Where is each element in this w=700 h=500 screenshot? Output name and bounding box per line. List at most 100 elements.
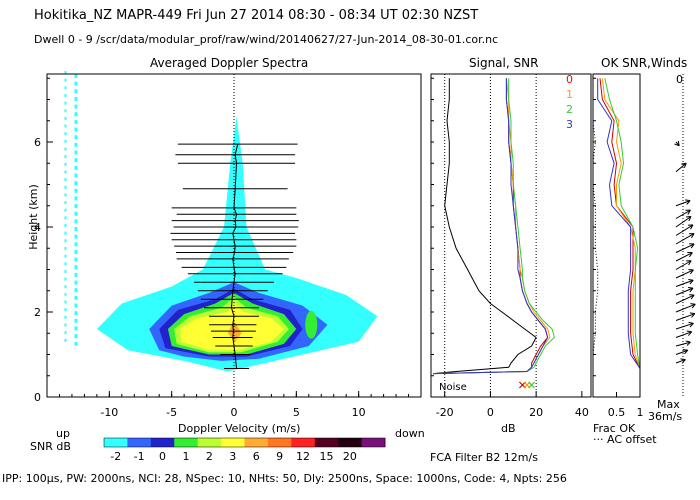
- legend-label-1: 1: [566, 88, 573, 101]
- legend-label-0: 0: [566, 73, 573, 86]
- wind-arrowhead: [687, 331, 693, 336]
- spectra-contour-0: [96, 116, 378, 372]
- wind-arrow: [675, 349, 688, 355]
- label-up: up: [56, 427, 70, 440]
- noise-strip-a: [74, 96, 78, 101]
- wind-arrowhead: [687, 287, 694, 289]
- page-title: Hokitika_NZ MAPR-449 Fri Jun 27 2014 08:…: [34, 8, 479, 23]
- noise-strip-b: [64, 162, 67, 166]
- ac-offset-label: ··· AC offset: [593, 433, 657, 446]
- wind-arrowhead: [686, 330, 692, 333]
- x-tick-label: 5: [293, 406, 300, 419]
- noise-strip-b: [64, 338, 67, 342]
- wind-scale-value: 36m/s: [648, 410, 683, 423]
- noise-strip-b: [64, 139, 67, 143]
- noise-strip-a: [74, 334, 78, 339]
- colorbar-tick-label: 2: [206, 450, 213, 463]
- wind-arrowhead: [688, 321, 694, 324]
- colorbar-label: SNR dB: [30, 440, 71, 453]
- signal-series-3: [433, 78, 549, 375]
- wind-arrowhead: [690, 303, 696, 305]
- colorbar-swatch: [314, 438, 339, 447]
- spectra-xlabel: Doppler Velocity (m/s): [178, 422, 301, 435]
- noise-strip-b: [64, 308, 67, 312]
- wind-arrow: [675, 243, 695, 253]
- ac-offset-line: [592, 78, 599, 369]
- noise-strip-a: [74, 341, 78, 346]
- wind-arrowhead: [685, 215, 692, 218]
- noise-strip-b: [64, 269, 67, 273]
- noise-strip-a: [74, 81, 78, 86]
- wind-arrowhead: [688, 278, 694, 281]
- wind-arrowhead: [685, 340, 691, 343]
- noise-strip-a: [74, 135, 78, 140]
- signal-x-tick-label: -20: [436, 406, 454, 419]
- noise-strip-a: [74, 265, 78, 270]
- colorbar-swatch: [244, 438, 269, 447]
- noise-strip-a: [74, 127, 78, 132]
- noise-strip-b: [64, 86, 67, 90]
- frac-ok-series-3: [597, 78, 641, 369]
- noise-strip-b: [64, 277, 67, 281]
- wind-arrow: [675, 313, 695, 321]
- wind-arrow: [675, 287, 694, 296]
- noise-strip-b: [64, 193, 67, 197]
- wind-arrowhead: [688, 260, 692, 266]
- noise-strip-a: [74, 318, 78, 323]
- wind-arrowhead: [689, 287, 694, 293]
- colorbar-tick-label: 3: [229, 450, 236, 463]
- noise-strip-b: [64, 178, 67, 182]
- noise-strip-a: [74, 104, 78, 109]
- noise-strip-b: [64, 185, 67, 189]
- noise-strip-b: [64, 71, 67, 75]
- noise-strip-a: [74, 119, 78, 124]
- wind-arrowhead: [691, 233, 695, 239]
- noise-strip-a: [74, 211, 78, 216]
- fca-filter-label: FCA Filter B2 12m/s: [430, 451, 538, 464]
- frac-ok-series-1: [601, 78, 641, 369]
- colorbar-swatch: [150, 438, 175, 447]
- noise-strip-a: [74, 249, 78, 254]
- signal-title: Signal, SNR: [469, 56, 539, 70]
- spectra-contour-side: [305, 310, 318, 339]
- colorbar-tick-label: 9: [276, 450, 283, 463]
- noise-strip-a: [74, 280, 78, 285]
- frac-ok-title: OK SNR,Winds: [601, 56, 688, 70]
- wind-arrow: [675, 279, 694, 287]
- winds-top-label: 0: [676, 73, 683, 86]
- x-tick-label: 0: [231, 406, 238, 419]
- noise-strip-b: [64, 315, 67, 319]
- noise-strip-b: [64, 170, 67, 174]
- noise-strip-b: [64, 93, 67, 97]
- y-tick-label: 2: [34, 306, 41, 319]
- wind-arrow: [675, 233, 695, 245]
- noise-strip-a: [74, 188, 78, 193]
- x-tick-label: -10: [100, 406, 118, 419]
- mean-velocity-line: [230, 143, 239, 369]
- noise-strip-a: [74, 242, 78, 247]
- file-path: Dwell 0 - 9 /scr/data/modular_prof/raw/w…: [34, 33, 499, 46]
- wind-arrowhead: [688, 216, 692, 222]
- wind-arrow: [675, 303, 696, 313]
- wind-arrowhead: [689, 252, 693, 258]
- colorbar-tick-label: 1: [182, 450, 189, 463]
- wind-arrow: [675, 260, 692, 270]
- noise-strip-b: [64, 246, 67, 250]
- noise-strip-a: [74, 150, 78, 155]
- colorbar-tick-label: 15: [319, 450, 333, 463]
- colorbar-swatch: [361, 438, 386, 447]
- noise-strip-a: [74, 272, 78, 277]
- noise-marker: [528, 381, 535, 389]
- wind-arrow: [675, 294, 695, 304]
- signal-series-2: [433, 78, 555, 375]
- noise-strip-b: [64, 254, 67, 258]
- wind-arrowhead: [687, 209, 691, 215]
- wind-arrow: [675, 359, 686, 364]
- colorbar-tick-label: -2: [110, 450, 121, 463]
- noise-strip-b: [64, 101, 67, 105]
- signal-frame: [430, 73, 592, 398]
- noise-strip-b: [64, 216, 67, 220]
- colorbar-swatch: [174, 438, 199, 447]
- signal-series-Signal: [433, 78, 537, 375]
